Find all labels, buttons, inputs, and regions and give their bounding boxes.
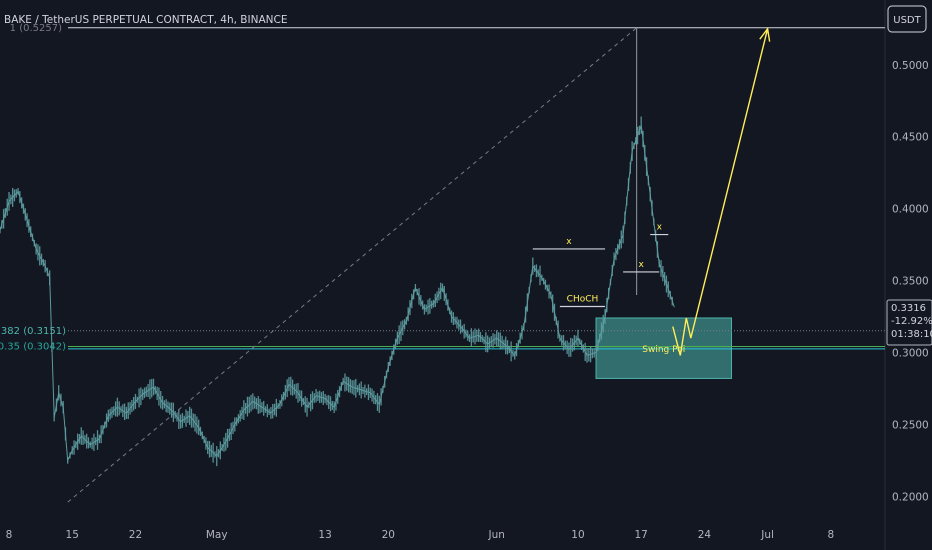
swing-poi-label: Swing Poi [642,345,685,355]
currency-button[interactable]: USDT [887,5,927,33]
last-price-box: 0.3316 -12.92% 01:38:10 [886,299,932,346]
price-series-line [0,125,675,463]
projection-path [672,28,769,356]
fib-level-label: 1 (0.5257) [10,23,62,34]
structure-label: x [639,260,645,270]
y-tick-label: 0.4000 [892,204,929,216]
x-tick-label: 10 [571,529,584,541]
last-price-change: -12.92% [891,316,932,327]
projection-arrowhead [759,27,771,42]
fib-level-label: 0.35 (0.3042) [0,341,66,352]
last-price-value: 0.3316 [891,303,926,314]
fib-level-label: 0.382 (0.3151) [0,326,66,337]
structure-label: CHoCH [567,294,599,304]
y-tick-label: 0.3000 [892,348,929,360]
x-tick-label: 22 [129,529,142,541]
x-tick-label: 24 [698,529,712,541]
last-price-countdown: 01:38:10 [891,329,932,340]
x-tick-label: 17 [634,529,647,541]
x-tick-label: 8 [827,529,834,541]
swing-poi-zone [595,317,732,379]
y-tick-label: 0.2000 [892,491,929,503]
x-tick-label: Jul [760,529,774,541]
y-tick-label: 0.5000 [892,60,929,72]
x-tick-label: 20 [382,529,395,541]
currency-button-frame [887,5,927,33]
x-tick-label: May [206,529,228,541]
y-tick-label: 0.2500 [892,419,929,431]
structure-label: x [657,223,663,233]
fib-trend-line [67,27,637,503]
x-tick-label: 8 [6,529,13,541]
y-tick-label: 0.3500 [892,276,929,288]
chart-title: BAKE / TetherUS PERPETUAL CONTRACT, 4h, … [4,14,287,26]
y-tick-label: 0.4500 [892,132,929,144]
x-tick-label: Jun [487,529,504,541]
x-tick-label: 15 [66,529,79,541]
x-tick-label: 13 [318,529,331,541]
currency-button-label: USDT [893,15,921,26]
structure-label: x [566,237,572,247]
last-price-frame [886,299,932,346]
